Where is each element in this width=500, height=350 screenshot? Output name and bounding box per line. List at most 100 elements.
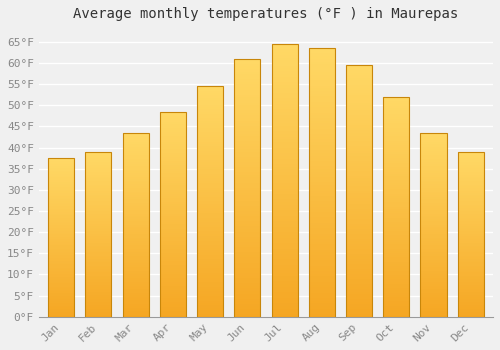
- Bar: [383, 97, 409, 317]
- Bar: [458, 238, 483, 239]
- Bar: [160, 247, 186, 249]
- Bar: [420, 184, 446, 186]
- Bar: [308, 156, 335, 158]
- Bar: [420, 177, 446, 179]
- Bar: [160, 249, 186, 251]
- Bar: [458, 231, 483, 233]
- Bar: [458, 280, 483, 282]
- Bar: [383, 282, 409, 284]
- Bar: [308, 182, 335, 185]
- Bar: [48, 226, 74, 228]
- Bar: [383, 194, 409, 196]
- Bar: [234, 128, 260, 131]
- Bar: [122, 168, 148, 169]
- Bar: [272, 279, 297, 281]
- Bar: [48, 174, 74, 176]
- Bar: [48, 295, 74, 296]
- Bar: [346, 153, 372, 156]
- Bar: [197, 296, 223, 298]
- Bar: [420, 256, 446, 258]
- Bar: [48, 296, 74, 298]
- Bar: [122, 169, 148, 172]
- Bar: [160, 274, 186, 276]
- Bar: [234, 275, 260, 278]
- Bar: [383, 271, 409, 273]
- Bar: [122, 284, 148, 286]
- Bar: [308, 107, 335, 110]
- Bar: [160, 224, 186, 226]
- Bar: [86, 286, 112, 287]
- Bar: [197, 298, 223, 301]
- Bar: [48, 230, 74, 231]
- Bar: [272, 77, 297, 79]
- Bar: [86, 282, 112, 284]
- Bar: [272, 227, 297, 230]
- Bar: [48, 315, 74, 317]
- Bar: [122, 229, 148, 230]
- Bar: [86, 262, 112, 264]
- Bar: [86, 289, 112, 290]
- Bar: [346, 65, 372, 317]
- Bar: [458, 289, 483, 290]
- Bar: [420, 147, 446, 149]
- Bar: [160, 315, 186, 317]
- Bar: [458, 228, 483, 229]
- Bar: [86, 272, 112, 274]
- Bar: [122, 194, 148, 195]
- Bar: [308, 225, 335, 228]
- Bar: [458, 196, 483, 198]
- Bar: [272, 177, 297, 180]
- Bar: [160, 202, 186, 204]
- Bar: [160, 198, 186, 200]
- Bar: [234, 301, 260, 304]
- Bar: [86, 173, 112, 175]
- Bar: [346, 279, 372, 281]
- Bar: [346, 75, 372, 78]
- Bar: [122, 300, 148, 302]
- Bar: [308, 94, 335, 97]
- Bar: [48, 220, 74, 222]
- Bar: [420, 164, 446, 166]
- Bar: [197, 222, 223, 225]
- Bar: [48, 217, 74, 218]
- Bar: [308, 142, 335, 145]
- Bar: [458, 211, 483, 213]
- Bar: [383, 176, 409, 178]
- Bar: [122, 208, 148, 210]
- Bar: [346, 254, 372, 257]
- Bar: [86, 267, 112, 269]
- Bar: [420, 225, 446, 226]
- Bar: [48, 199, 74, 201]
- Bar: [272, 63, 297, 66]
- Bar: [420, 258, 446, 260]
- Bar: [86, 238, 112, 239]
- Bar: [48, 198, 74, 199]
- Bar: [346, 166, 372, 168]
- Bar: [160, 267, 186, 270]
- Bar: [383, 288, 409, 290]
- Bar: [48, 188, 74, 190]
- Bar: [234, 69, 260, 72]
- Bar: [458, 175, 483, 176]
- Bar: [197, 273, 223, 275]
- Bar: [160, 276, 186, 278]
- Bar: [48, 287, 74, 288]
- Bar: [160, 136, 186, 138]
- Bar: [122, 254, 148, 256]
- Bar: [160, 212, 186, 214]
- Bar: [420, 217, 446, 219]
- Bar: [308, 206, 335, 209]
- Bar: [383, 244, 409, 246]
- Bar: [458, 275, 483, 277]
- Bar: [122, 271, 148, 273]
- Bar: [383, 154, 409, 156]
- Bar: [48, 271, 74, 272]
- Bar: [197, 172, 223, 174]
- Bar: [197, 167, 223, 169]
- Bar: [383, 108, 409, 110]
- Bar: [383, 163, 409, 165]
- Bar: [272, 57, 297, 60]
- Bar: [122, 192, 148, 194]
- Bar: [48, 207, 74, 209]
- Bar: [122, 175, 148, 177]
